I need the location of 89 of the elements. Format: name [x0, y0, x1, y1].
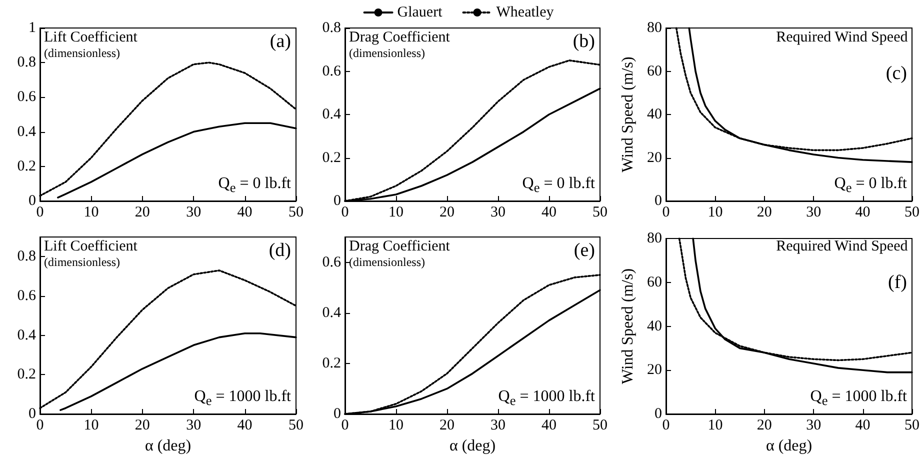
legend-label: Wheatley: [496, 4, 554, 20]
x-axis-title: α (deg): [766, 438, 812, 454]
x-tick-label: 50: [904, 204, 920, 220]
y-axis-title: Wind Speed (m/s): [620, 56, 636, 172]
y-tick-label: 0.6: [322, 254, 342, 270]
annotation: (d): [268, 240, 291, 261]
chart-title: Required Wind Speed: [776, 238, 908, 254]
y-tick-label: 20: [647, 150, 662, 166]
text: (dimensionless): [44, 46, 120, 60]
annotation: (f): [888, 272, 907, 293]
annotation: Q$_{e}$ = 0 lb.ft: [522, 175, 595, 196]
y-tick-label: 0.6: [17, 288, 36, 304]
x-tick-label: 30: [186, 418, 202, 434]
x-tick-label: 30: [806, 418, 822, 434]
y-tick-label: 80: [647, 20, 662, 36]
y-tick-label: 0.6: [17, 89, 36, 106]
x-tick-label: 20: [134, 418, 150, 434]
x-tick-label: 20: [756, 204, 772, 220]
text: (dimensionless): [349, 46, 425, 60]
x-tick-label: 40: [237, 418, 252, 434]
y-tick-label: 20: [647, 362, 662, 378]
y-tick-label: 0.2: [322, 355, 341, 372]
x-tick-label: 40: [855, 418, 870, 434]
y-tick-label: 0: [654, 406, 662, 422]
y-tick-label: 0.2: [17, 366, 36, 383]
chart-title: Lift Coefficient: [44, 30, 138, 46]
x-tick-label: 10: [708, 418, 723, 434]
x-axis-title: α (deg): [144, 438, 192, 454]
y-axis-title: Wind Speed (m/s): [620, 268, 636, 384]
x-tick-label: 50: [592, 418, 608, 434]
y-tick-label: 40: [647, 318, 662, 334]
x-tick-label: 50: [592, 204, 608, 220]
y-tick-label: 0.4: [17, 124, 36, 140]
text: (dimensionless): [349, 255, 425, 269]
x-tick-label: 50: [288, 204, 304, 220]
annotation: (c): [886, 63, 907, 84]
y-tick-label: 0.8: [17, 248, 36, 265]
annotation: (b): [572, 31, 595, 52]
x-tick-label: 10: [708, 204, 723, 220]
x-tick-label: 10: [388, 418, 404, 434]
annotation: Q$_{e}$ = 0 lb.ft: [834, 175, 907, 196]
chart-title: Drag Coefficient: [349, 30, 451, 46]
y-tick-label: 0.8: [322, 20, 341, 36]
x-tick-label: 40: [237, 204, 252, 220]
x-tick-label: 40: [855, 204, 870, 220]
annotation: (e): [574, 240, 595, 261]
x-tick-label: 30: [490, 418, 506, 434]
y-tick-label: 0.2: [17, 158, 36, 174]
annotation: Q$_{e}$ = 1000 lb.ft: [810, 388, 907, 409]
x-tick-label: 30: [490, 204, 506, 220]
y-tick-label: 80: [647, 230, 662, 246]
chart-title: Drag Coefficient: [349, 238, 451, 254]
x-axis-title: α (deg): [449, 438, 496, 454]
x-tick-label: 30: [186, 204, 202, 220]
y-tick-label: 60: [647, 274, 662, 290]
x-tick-label: 20: [440, 204, 454, 220]
annotation: (a): [270, 31, 291, 52]
y-tick-label: 0.4: [322, 304, 342, 321]
x-tick-label: 50: [904, 418, 920, 434]
y-tick-label: 0: [334, 193, 341, 209]
y-tick-label: 0.6: [322, 63, 342, 80]
y-tick-label: 0: [654, 193, 662, 209]
x-tick-label: 30: [806, 204, 822, 220]
x-tick-label: 50: [288, 418, 304, 434]
y-tick-label: 0.4: [17, 327, 36, 344]
annotation: Q$_{e}$ = 1000 lb.ft: [498, 388, 595, 409]
y-tick-label: 0.2: [322, 150, 341, 166]
chart-title: Lift Coefficient: [44, 238, 138, 254]
y-tick-label: 0: [28, 193, 36, 209]
x-tick-label: 40: [542, 418, 556, 434]
annotation: Q$_{e}$ = 0 lb.ft: [218, 175, 291, 196]
x-tick-label: 10: [84, 204, 99, 220]
x-tick-label: 10: [84, 418, 99, 434]
text: (dimensionless): [44, 255, 120, 269]
y-tick-label: 0.4: [322, 106, 342, 122]
y-tick-label: 1: [28, 20, 36, 36]
x-tick-label: 40: [542, 204, 556, 220]
x-tick-label: 10: [388, 204, 404, 220]
y-tick-label: 0.8: [17, 54, 36, 71]
y-tick-label: 40: [647, 106, 662, 122]
y-tick-label: 0: [28, 406, 36, 422]
y-tick-label: 60: [647, 63, 662, 80]
chart-title: Required Wind Speed: [776, 30, 908, 46]
legend-label: Glauert: [397, 4, 444, 20]
x-tick-label: 20: [756, 418, 772, 434]
x-tick-label: 20: [440, 418, 454, 434]
x-tick-label: 20: [134, 204, 150, 220]
annotation: Q$_{e}$ = 1000 lb.ft: [194, 388, 291, 409]
y-tick-label: 0: [334, 406, 341, 422]
